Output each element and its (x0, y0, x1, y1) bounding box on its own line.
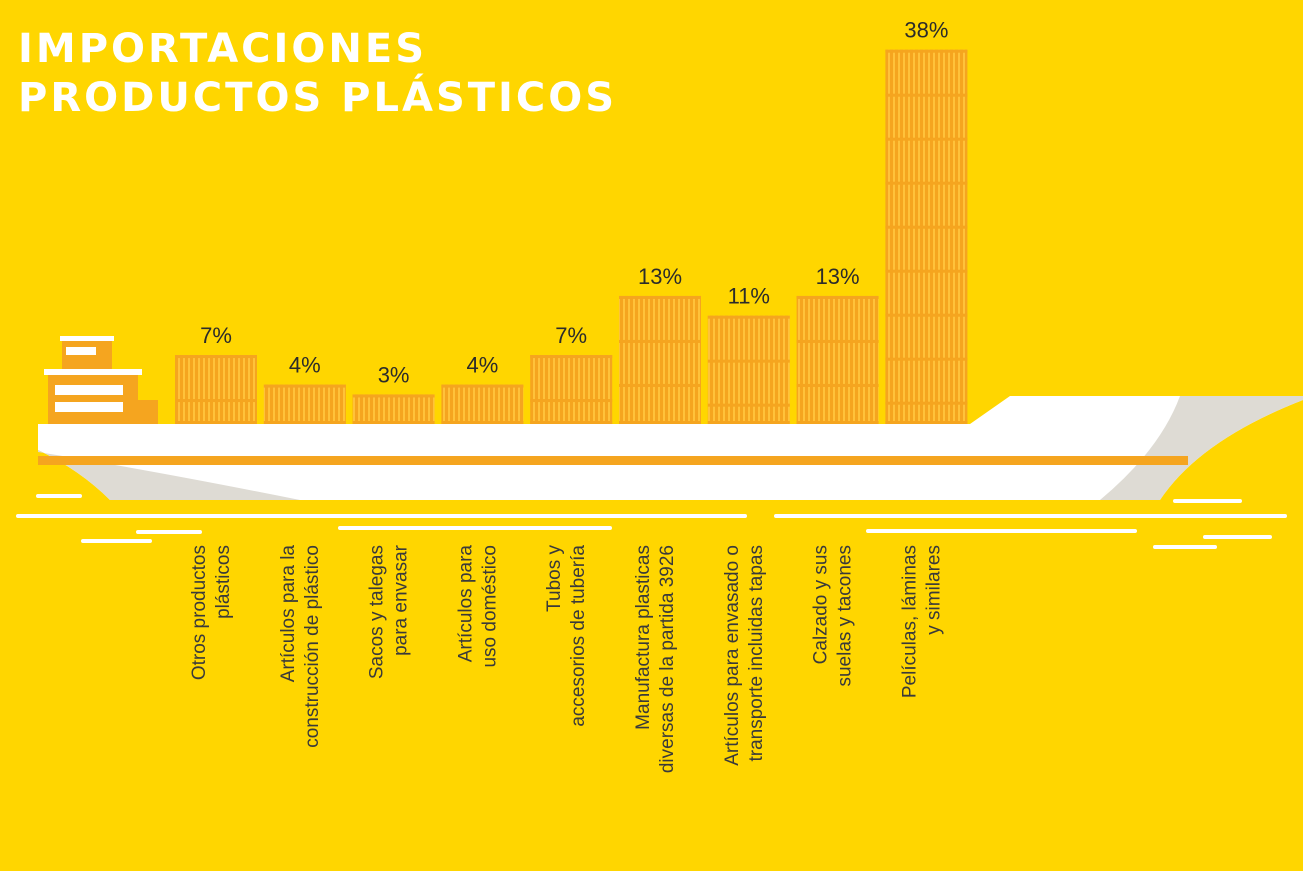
category-label: Artículos para envasado o (722, 545, 743, 766)
category-label: Artículos para la (278, 545, 299, 683)
bar (619, 296, 701, 424)
value-label: 11% (728, 284, 770, 309)
category-label: construcción de plástico (302, 545, 323, 748)
container-edge (530, 355, 612, 358)
container-edge (797, 340, 879, 343)
category-label: Calzado y sus (811, 545, 832, 664)
container-edge (353, 421, 435, 424)
chart-title: PRODUCTOS PLÁSTICOS (18, 73, 617, 121)
category-label: transporte incluidas tapas (746, 545, 767, 762)
bar (885, 50, 967, 424)
container-edge (708, 421, 790, 424)
bar (353, 394, 435, 424)
bar (441, 385, 523, 424)
container-edge (797, 296, 879, 299)
value-label: 13% (816, 264, 860, 289)
container-edge (797, 421, 879, 424)
container-edge (885, 50, 967, 53)
value-label: 4% (289, 353, 321, 378)
container-edge (353, 394, 435, 397)
bar (708, 316, 790, 424)
category-label: Artículos para (455, 545, 476, 663)
container-edge (441, 385, 523, 388)
container-edge (708, 360, 790, 363)
container-edge (885, 138, 967, 141)
container-edge (885, 270, 967, 273)
bar (264, 385, 346, 424)
container-edge (619, 384, 701, 387)
value-label: 13% (638, 264, 682, 289)
bar (797, 296, 879, 424)
value-label: 4% (467, 353, 499, 378)
container-edge (175, 421, 257, 424)
container-edge (530, 421, 612, 424)
container-edge (885, 421, 967, 424)
bar (530, 355, 612, 424)
value-label: 7% (200, 323, 232, 348)
category-label: Sacos y talegas (367, 545, 388, 679)
container-edge (797, 384, 879, 387)
value-label: 7% (555, 323, 587, 348)
container-edge (175, 355, 257, 358)
value-label: 3% (378, 362, 410, 387)
container-edge (708, 316, 790, 319)
container-edge (885, 182, 967, 185)
container-edge (530, 399, 612, 402)
chart-title: IMPORTACIONES (18, 26, 427, 72)
container-edge (885, 402, 967, 405)
category-label: accesorios de tubería (568, 545, 589, 727)
category-label: suelas y tacones (835, 545, 856, 687)
container-edge (175, 399, 257, 402)
category-label: diversas de la partida 3926 (657, 545, 678, 773)
container-edge (708, 404, 790, 407)
category-label: Películas, láminas (899, 545, 920, 698)
category-label: y similares (923, 545, 944, 635)
category-label: para envasar (391, 544, 412, 656)
container-edge (264, 385, 346, 388)
category-label: plásticos (213, 545, 234, 619)
category-label: uso doméstico (479, 545, 500, 668)
container-edge (619, 296, 701, 299)
container-edge (619, 421, 701, 424)
container-edge (441, 421, 523, 424)
value-label: 38% (904, 18, 948, 43)
container-edge (885, 94, 967, 97)
category-label: Tubos y (544, 545, 565, 612)
chart: IMPORTACIONES PRODUCTOS PLÁSTICOS (0, 0, 1303, 871)
container-edge (885, 314, 967, 317)
bar (175, 355, 257, 424)
container-edge (264, 421, 346, 424)
container-edge (885, 226, 967, 229)
container-edge (885, 358, 967, 361)
category-label: Manufactura plasticas (633, 545, 654, 730)
container-edge (619, 340, 701, 343)
category-label: Otros productos (189, 545, 210, 680)
